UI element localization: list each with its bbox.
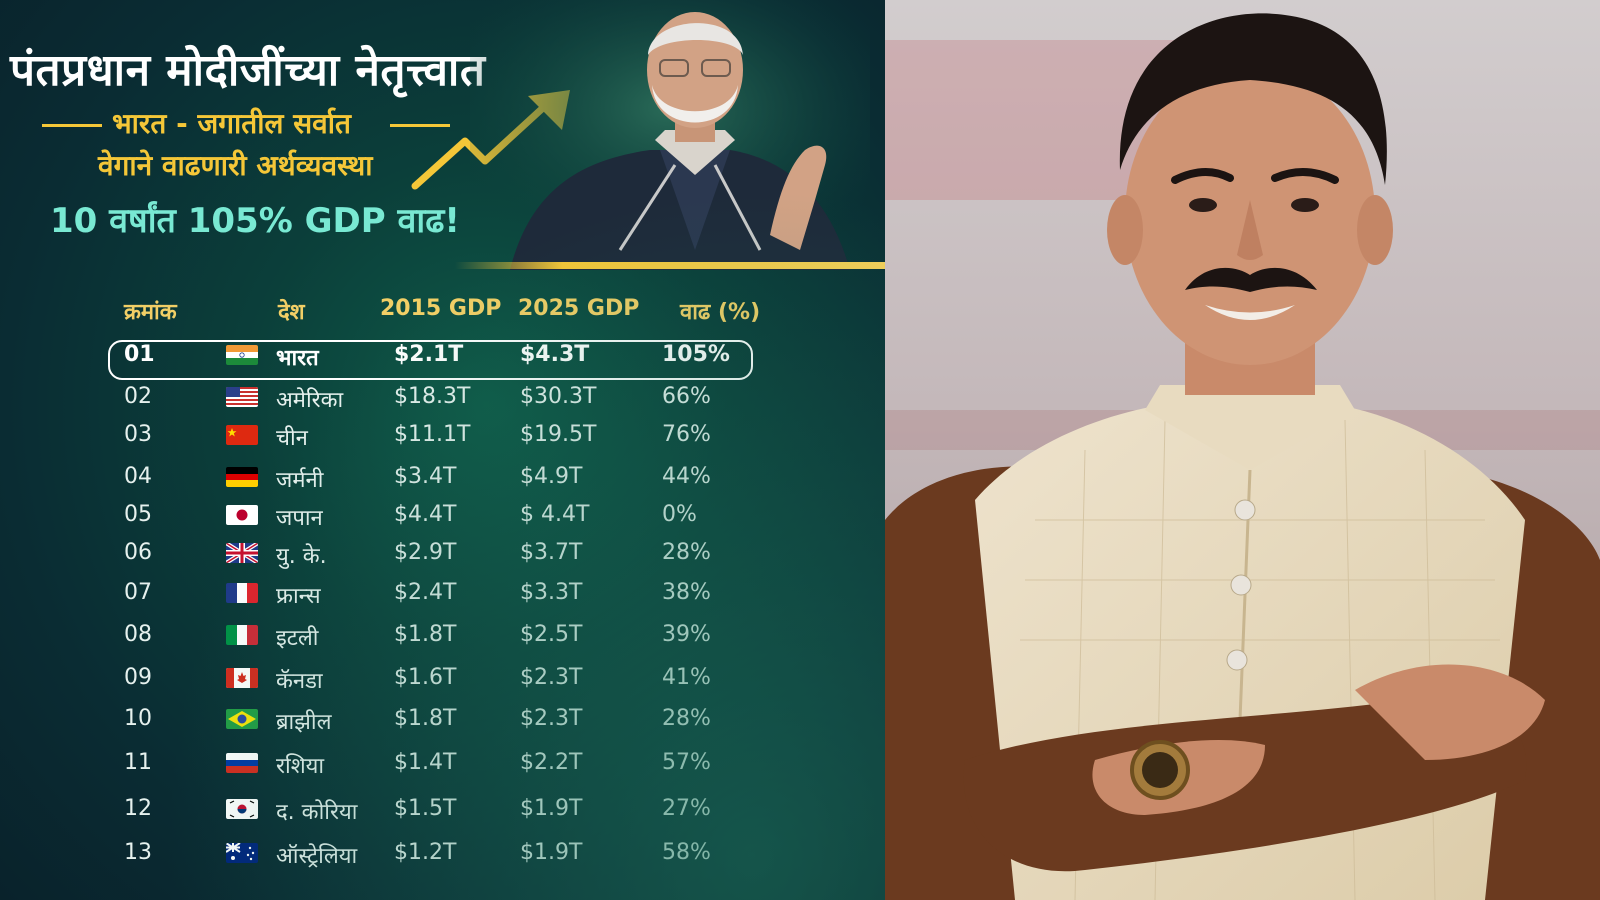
row-gdp-2015: $1.5T	[394, 796, 457, 821]
header-country: देश	[278, 300, 305, 325]
divider-line-right	[390, 124, 450, 127]
row-rank: 08	[124, 622, 152, 647]
usa-flag-icon	[226, 387, 258, 407]
row-rank: 05	[124, 502, 152, 527]
row-gdp-2025: $30.3T	[520, 384, 597, 409]
header-growth: वाढ (%)	[680, 300, 761, 325]
row-rank: 13	[124, 840, 152, 865]
poster-growth-line: 10 वर्षांत 105% GDP वाढ!	[50, 201, 460, 241]
row-rank: 06	[124, 540, 152, 565]
row-rank: 02	[124, 384, 152, 409]
row-growth: 57%	[662, 750, 711, 775]
row-gdp-2025: $2.5T	[520, 622, 583, 647]
row-gdp-2025: $2.3T	[520, 665, 583, 690]
gdp-infographic-poster: पंतप्रधान मोदीजींच्या नेतृत्त्वात भारत -…	[0, 0, 885, 900]
row-growth: 66%	[662, 384, 711, 409]
row-gdp-2015: $1.2T	[394, 840, 457, 865]
row-growth: 44%	[662, 464, 711, 489]
row-rank: 12	[124, 796, 152, 821]
header-gdp-2015: 2015 GDP	[380, 296, 502, 321]
row-growth: 105%	[662, 342, 730, 367]
row-country: अमेरिका	[276, 388, 344, 413]
india-flag-icon	[226, 345, 258, 365]
row-gdp-2025: $3.3T	[520, 580, 583, 605]
row-gdp-2015: $1.8T	[394, 622, 457, 647]
row-gdp-2015: $11.1T	[394, 422, 471, 447]
politician-photo	[885, 0, 1600, 900]
row-rank: 09	[124, 665, 152, 690]
row-growth: 39%	[662, 622, 711, 647]
row-gdp-2025: $2.2T	[520, 750, 583, 775]
row-growth: 0%	[662, 502, 697, 527]
portrait-photo	[885, 0, 1600, 900]
row-gdp-2025: $4.9T	[520, 464, 583, 489]
row-growth: 41%	[662, 665, 711, 690]
row-growth: 28%	[662, 540, 711, 565]
row-country: ऑस्ट्रेलिया	[276, 844, 358, 869]
row-gdp-2025: $4.3T	[520, 342, 590, 367]
japan-flag-icon	[226, 505, 258, 525]
row-gdp-2025: $3.7T	[520, 540, 583, 565]
row-rank: 10	[124, 706, 152, 731]
row-gdp-2015: $1.8T	[394, 706, 457, 731]
brazil-flag-icon	[226, 709, 258, 729]
canada-flag-icon	[226, 668, 258, 688]
uk-flag-icon	[226, 543, 258, 563]
row-country: फ्रान्स	[276, 584, 321, 609]
row-gdp-2015: $2.9T	[394, 540, 457, 565]
row-country: जर्मनी	[276, 468, 324, 493]
leader-portrait	[470, 0, 870, 270]
row-rank: 07	[124, 580, 152, 605]
row-growth: 76%	[662, 422, 711, 447]
row-gdp-2015: $2.1T	[394, 342, 464, 367]
italy-flag-icon	[226, 625, 258, 645]
row-gdp-2025: $ 4.4T	[520, 502, 590, 527]
row-gdp-2015: $4.4T	[394, 502, 457, 527]
france-flag-icon	[226, 583, 258, 603]
row-country: रशिया	[276, 754, 325, 779]
row-country: भारत	[276, 346, 319, 371]
row-gdp-2015: $2.4T	[394, 580, 457, 605]
poster-subline-2: वेगाने वाढणारी अर्थव्यवस्था	[98, 149, 373, 182]
row-gdp-2015: $1.4T	[394, 750, 457, 775]
row-rank: 11	[124, 750, 152, 775]
poster-subline-1: भारत - जगातील सर्वात	[112, 107, 351, 140]
australia-flag-icon	[226, 843, 258, 863]
row-gdp-2025: $19.5T	[520, 422, 597, 447]
row-gdp-2025: $1.9T	[520, 796, 583, 821]
row-rank: 04	[124, 464, 152, 489]
row-country: चीन	[276, 426, 308, 451]
header-gdp-2025: 2025 GDP	[518, 296, 640, 321]
row-gdp-2025: $1.9T	[520, 840, 583, 865]
row-country: जपान	[276, 506, 323, 531]
row-country: ब्राझील	[276, 710, 332, 735]
row-rank: 03	[124, 422, 152, 447]
row-gdp-2015: $3.4T	[394, 464, 457, 489]
row-country: द. कोरिया	[276, 800, 358, 825]
russia-flag-icon	[226, 753, 258, 773]
china-flag-icon	[226, 425, 258, 445]
row-gdp-2015: $18.3T	[394, 384, 471, 409]
row-country: इटली	[276, 626, 319, 651]
row-gdp-2015: $1.6T	[394, 665, 457, 690]
row-country: यु. के.	[276, 544, 327, 569]
header-rank: क्रमांक	[124, 300, 177, 325]
germany-flag-icon	[226, 467, 258, 487]
row-gdp-2025: $2.3T	[520, 706, 583, 731]
poster-headline: पंतप्रधान मोदीजींच्या नेतृत्त्वात	[10, 45, 486, 96]
row-growth: 27%	[662, 796, 711, 821]
row-growth: 58%	[662, 840, 711, 865]
divider-line-left	[42, 124, 102, 127]
south-korea-flag-icon	[226, 799, 258, 819]
row-rank: 01	[124, 342, 155, 367]
highlighted-row-india	[108, 340, 753, 380]
row-growth: 38%	[662, 580, 711, 605]
row-country: कॅनडा	[276, 669, 323, 694]
row-growth: 28%	[662, 706, 711, 731]
gold-accent-bar	[455, 262, 885, 269]
